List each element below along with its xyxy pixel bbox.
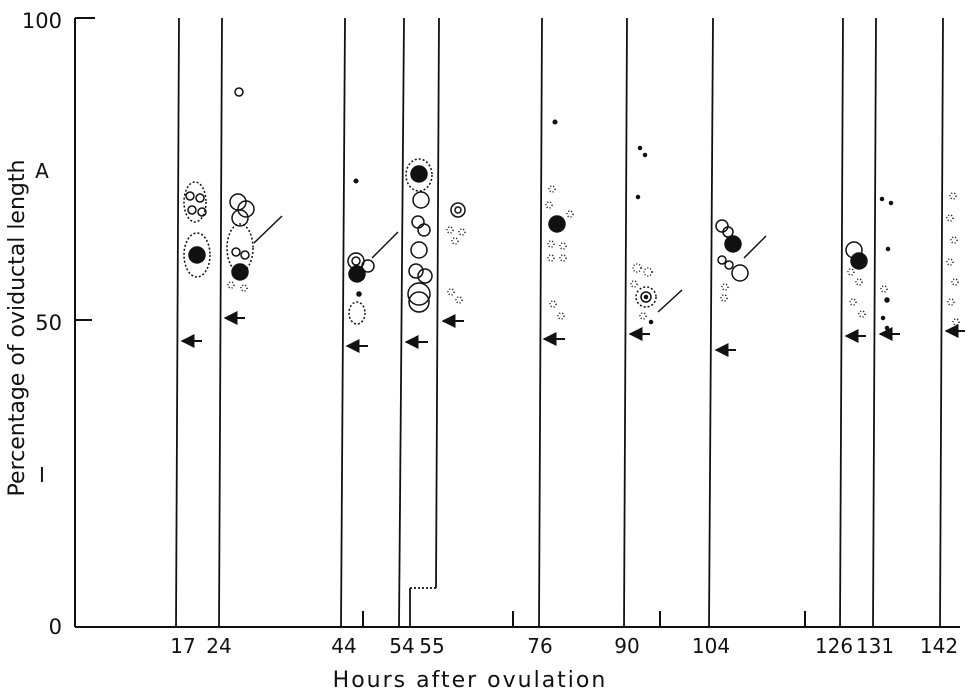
x-tick-label: 24 — [206, 634, 231, 658]
x-tick-label: 142 — [920, 634, 958, 658]
embryo-cluster-104h — [715, 219, 767, 302]
embryo-cluster-131h — [879, 196, 894, 331]
y-region-label-I: I — [39, 463, 45, 487]
embryo-cluster-17h — [183, 181, 211, 278]
x-tick-label: 90 — [614, 634, 639, 658]
axes — [74, 17, 960, 628]
oviduct-line-142h — [939, 17, 944, 628]
oviduct-line-131h — [872, 17, 877, 628]
x-tick-label: 76 — [527, 634, 552, 658]
x-tick-label: 131 — [856, 634, 894, 658]
oviduct-line-104h — [708, 17, 714, 628]
x-tick-labels: 17 24 44 54 55 76 90 104 126 131 142 — [170, 634, 958, 658]
y-region-label-A: A — [35, 159, 49, 183]
embryo-cluster-24h — [226, 87, 283, 292]
oviduct-lines — [175, 17, 944, 628]
embryo-drawings — [183, 87, 960, 331]
embryo-cluster-55h — [405, 158, 466, 313]
embryo-cluster-76h — [545, 119, 574, 320]
embryo-solid — [348, 265, 366, 283]
embryo-solid — [410, 165, 428, 183]
x-tick-label: 104 — [692, 634, 730, 658]
oviduct-line-76h — [538, 17, 543, 628]
x-tick-label: 44 — [331, 634, 356, 658]
oviduct-line-126h — [839, 17, 844, 628]
y-axis-title: Percentage of oviductal length — [5, 160, 30, 497]
x-tick-label: 126 — [815, 634, 853, 658]
x-axis-title: Hours after ovulation — [333, 668, 608, 693]
embryo-cluster-126h — [845, 241, 868, 318]
oviduct-line-44h — [340, 17, 346, 628]
oviduct-line-17h — [175, 17, 180, 628]
embryo-solid — [548, 215, 566, 233]
x-tick-label: 17 — [170, 634, 195, 658]
x-tick-label: 55 — [419, 634, 444, 658]
embryo-solid — [188, 246, 206, 264]
y-tick-label-100: 100 — [22, 9, 62, 33]
oviduct-line-54h — [398, 17, 405, 628]
oviduct-line-90h — [623, 17, 628, 628]
embryo-cluster-90h — [630, 145, 683, 325]
junction-arrows — [180, 311, 965, 357]
embryo-cluster-142h — [946, 192, 960, 326]
oviduct-line-55h — [435, 17, 440, 589]
x-tick-label: 54 — [389, 634, 414, 658]
y-tick-label-0: 0 — [49, 615, 62, 639]
y-tick-label-50: 50 — [35, 311, 62, 335]
embryo-solid — [724, 235, 742, 253]
embryo-solid — [231, 263, 249, 281]
oviduct-line-24h — [218, 17, 223, 628]
embryo-cluster-44h — [347, 178, 399, 325]
embryo-solid — [850, 252, 868, 270]
